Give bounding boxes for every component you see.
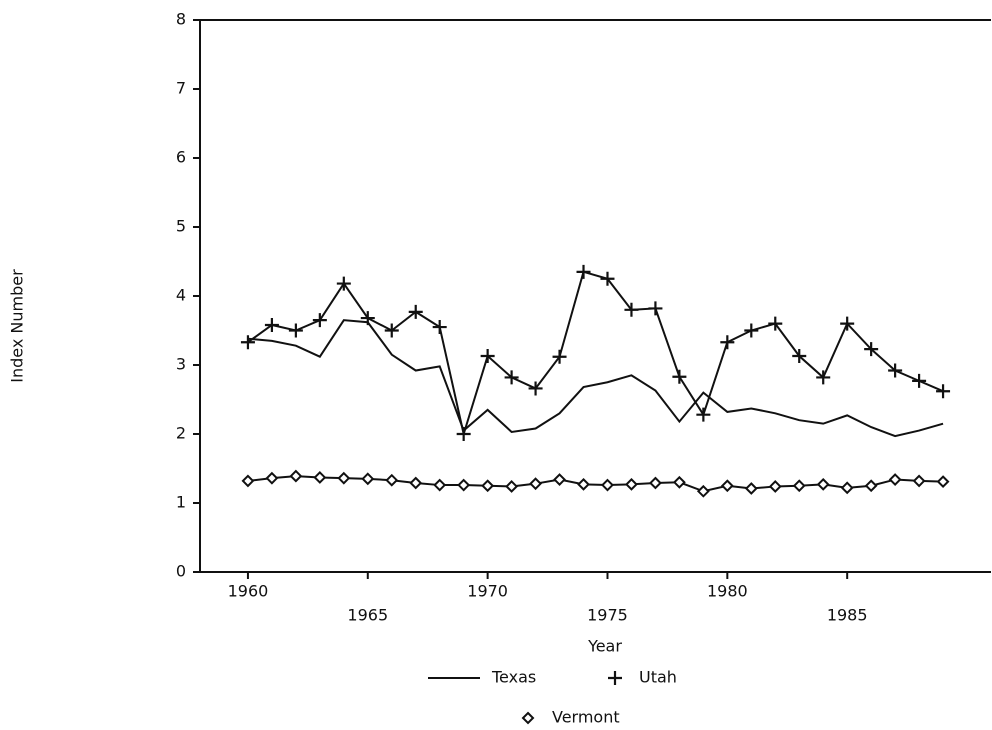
diamond-marker: [521, 711, 535, 725]
diamond-marker: [433, 478, 447, 492]
plus-marker: [288, 323, 303, 338]
legend-label: Texas: [491, 668, 536, 687]
y-tick-label: 8: [176, 10, 186, 29]
plus-marker: [672, 369, 687, 384]
diamond-marker: [649, 476, 662, 490]
y-tick-label: 7: [176, 79, 186, 98]
x-tick-label: 1960: [228, 582, 269, 601]
diamond-marker: [768, 480, 782, 493]
diamond-marker: [457, 478, 471, 492]
diamond-marker: [601, 478, 614, 492]
diamond-marker: [840, 481, 854, 495]
diamond-marker: [744, 482, 758, 495]
legend-label: Utah: [639, 668, 677, 687]
plus-marker: [608, 671, 622, 685]
plus-marker: [264, 317, 279, 332]
plus-marker: [600, 271, 615, 286]
diamond-marker: [505, 480, 519, 493]
plus-marker: [768, 316, 783, 331]
diamond-marker: [529, 477, 542, 491]
y-tick-label: 4: [176, 286, 186, 305]
plus-marker: [552, 349, 567, 364]
diamond-marker: [888, 473, 902, 486]
diamond-marker: [289, 469, 303, 483]
diamond-marker: [864, 479, 878, 493]
diamond-marker: [265, 471, 279, 485]
plus-marker: [240, 335, 255, 350]
x-tick-label: 1965: [347, 606, 388, 625]
x-tick-label: 1985: [827, 606, 868, 625]
diamond-marker: [409, 476, 423, 490]
diamond-marker: [241, 474, 255, 488]
diamond-marker: [672, 475, 686, 489]
plus-marker: [696, 407, 711, 422]
plus-marker: [840, 316, 855, 331]
plus-marker: [384, 323, 399, 338]
diamond-marker: [313, 471, 327, 484]
plus-marker: [312, 313, 327, 328]
series-line: [247, 319, 944, 438]
diamond-marker: [696, 484, 710, 498]
plus-marker: [528, 381, 543, 396]
plus-marker: [816, 370, 831, 385]
plus-marker: [456, 427, 471, 441]
y-tick-label: 6: [176, 148, 186, 167]
plus-marker: [888, 363, 903, 378]
y-tick-label: 0: [176, 562, 186, 581]
diamond-marker: [912, 474, 926, 488]
plus-marker: [864, 342, 879, 357]
x-tick-label: 1975: [587, 606, 628, 625]
y-axis-label: Index Number: [8, 269, 27, 383]
legend-label: Vermont: [552, 708, 620, 727]
x-axis-label: Year: [587, 637, 622, 656]
diamond-marker: [337, 471, 351, 485]
plus-marker: [936, 384, 951, 399]
y-tick-label: 1: [176, 493, 186, 512]
diamond-marker: [553, 473, 566, 486]
x-tick-label: 1980: [707, 582, 748, 601]
diamond-marker: [361, 472, 375, 486]
plus-marker: [336, 276, 351, 291]
diamond-marker: [625, 477, 638, 491]
y-tick-label: 3: [176, 355, 186, 374]
diamond-marker: [481, 479, 495, 493]
series-line: [247, 475, 944, 493]
diamond-marker: [936, 475, 950, 489]
plus-marker: [624, 302, 639, 317]
x-tick-label: 1970: [467, 582, 508, 601]
plus-marker: [576, 264, 591, 279]
plus-marker: [744, 323, 759, 338]
y-tick-label: 2: [176, 424, 186, 443]
plus-marker: [432, 320, 447, 335]
y-tick-label: 5: [176, 217, 186, 236]
diamond-marker: [816, 477, 830, 491]
plus-marker: [648, 301, 663, 316]
series-line: [247, 270, 944, 438]
plus-marker: [912, 373, 927, 388]
diamond-marker: [792, 479, 806, 493]
plus-marker: [720, 335, 735, 350]
diamond-marker: [385, 473, 399, 487]
plus-marker: [360, 311, 375, 326]
diamond-marker: [577, 477, 590, 491]
plus-marker: [480, 349, 495, 364]
plus-marker: [504, 370, 519, 385]
plus-marker: [792, 349, 807, 364]
diamond-marker: [720, 479, 734, 493]
plus-marker: [408, 304, 423, 319]
